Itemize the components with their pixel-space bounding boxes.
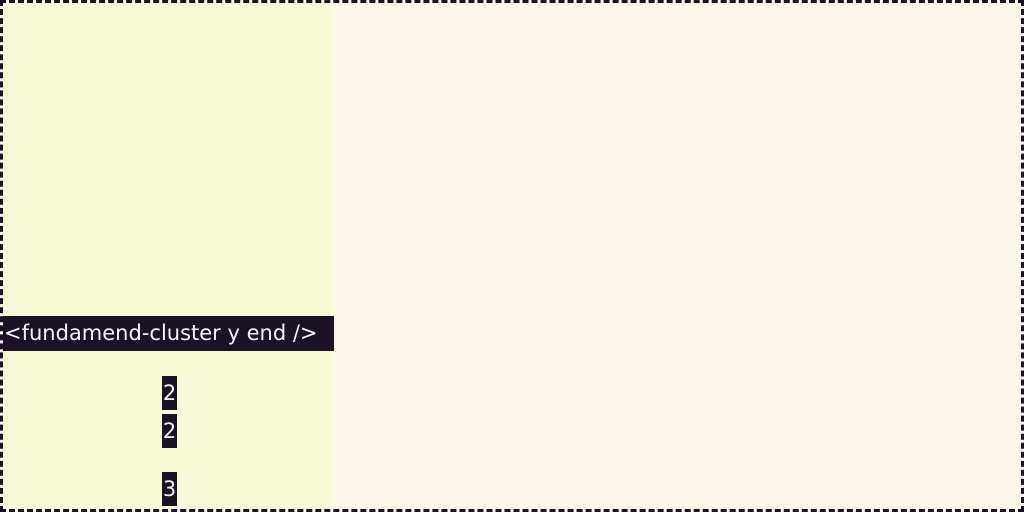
left-panel: <fundamend-cluster y end /> 2 2 3: [3, 3, 334, 509]
number-badge-1: 2: [162, 376, 177, 410]
right-panel: [334, 3, 1021, 509]
number-badge-2: 2: [162, 414, 177, 448]
number-badge-3: 3: [162, 472, 177, 506]
component-tag-label: <fundamend-cluster y end />: [3, 316, 334, 351]
